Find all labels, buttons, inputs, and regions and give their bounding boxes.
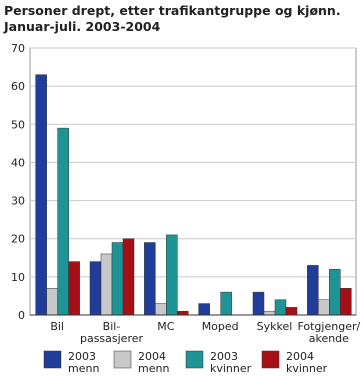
- bar: [177, 310, 189, 316]
- chart-title: Personer drept, etter trafikantgruppe og…: [4, 3, 341, 18]
- legend-swatch: [261, 350, 280, 369]
- bar: [100, 253, 113, 316]
- bar: [318, 299, 330, 316]
- legend-label: 2003 kvinner: [210, 350, 252, 375]
- legend-label: 2004 menn: [138, 350, 169, 375]
- bar: [220, 291, 232, 316]
- y-tick-label: 60: [11, 80, 25, 93]
- bar: [46, 288, 58, 316]
- legend-swatch: [113, 350, 132, 369]
- plot-area: [29, 47, 357, 316]
- y-tick-label: 70: [11, 42, 25, 55]
- y-tick-label: 10: [11, 271, 25, 284]
- legend-swatch: [185, 350, 204, 369]
- x-tick-label: MC: [157, 320, 174, 333]
- y-tick-label: 50: [11, 118, 25, 131]
- x-tick-label: Fotgjenger/akende: [297, 320, 360, 345]
- x-tick-label: Moped: [202, 320, 239, 333]
- bar: [274, 299, 287, 316]
- x-tick-label: Bil-passasjerer: [80, 320, 144, 345]
- bar: [307, 265, 319, 316]
- bar: [285, 307, 298, 316]
- bar: [111, 242, 124, 316]
- legend-label: 2004 kvinner: [286, 350, 328, 375]
- legend-swatch: [43, 350, 62, 369]
- y-tick-label: 40: [11, 156, 25, 169]
- bar: [68, 261, 80, 316]
- bar: [35, 74, 47, 316]
- bar: [166, 234, 178, 316]
- y-tick-label: 30: [11, 195, 25, 208]
- x-tick-label: Sykkel: [257, 320, 293, 333]
- bar: [89, 261, 102, 316]
- chart-title: Januar-juli. 2003-2004: [3, 19, 161, 34]
- bar: [198, 303, 210, 316]
- bar: [252, 291, 265, 316]
- legend-label: 2003 menn: [68, 350, 99, 375]
- bar: [57, 127, 69, 316]
- bar: [155, 303, 167, 316]
- bar: [340, 288, 352, 316]
- bar: [122, 238, 135, 316]
- y-tick-label: 20: [11, 233, 25, 246]
- bar: [329, 268, 341, 316]
- y-tick-label: 0: [18, 309, 25, 322]
- bar: [263, 310, 276, 316]
- x-tick-label: Bil: [50, 320, 64, 333]
- bar: [144, 242, 156, 316]
